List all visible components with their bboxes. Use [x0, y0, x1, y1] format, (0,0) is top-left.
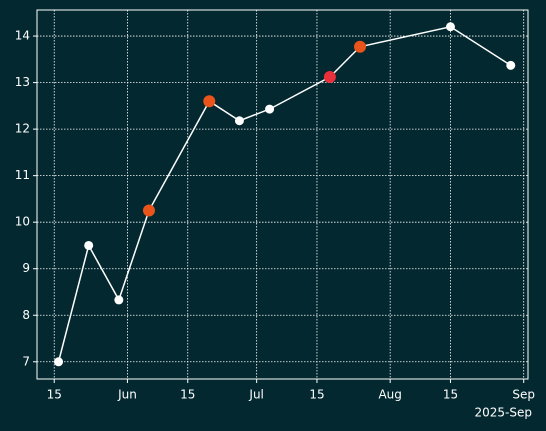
point — [445, 22, 455, 32]
point — [54, 357, 64, 367]
x-tick-label: 15 — [180, 388, 195, 402]
y-tick-label: 8 — [22, 308, 30, 322]
point — [203, 95, 216, 108]
point — [114, 295, 124, 305]
point — [84, 240, 94, 250]
x-tick-label: 15 — [443, 388, 458, 402]
x-tick-label: Aug — [378, 388, 401, 402]
plot-frame — [36, 9, 529, 380]
point — [142, 204, 155, 217]
y-tick-label: 11 — [15, 168, 30, 182]
y-tick-label: 14 — [15, 29, 30, 43]
x-tick-label: Jul — [248, 388, 263, 402]
y-tick-label: 9 — [22, 261, 30, 275]
point — [234, 116, 244, 126]
x-offset-label: 2025-Sep — [475, 406, 533, 420]
point — [265, 104, 275, 114]
point — [354, 40, 367, 53]
y-tick-label: 7 — [22, 354, 30, 368]
x-tick-label: 15 — [309, 388, 324, 402]
point — [323, 71, 336, 84]
x-tick-label: Sep — [512, 388, 535, 402]
point — [506, 60, 516, 70]
x-tick-label: 15 — [47, 388, 62, 402]
y-tick-label: 13 — [15, 75, 30, 89]
y-tick-label: 12 — [15, 122, 30, 136]
x-tick-label: Jun — [117, 388, 137, 402]
y-tick-label: 10 — [15, 215, 30, 229]
